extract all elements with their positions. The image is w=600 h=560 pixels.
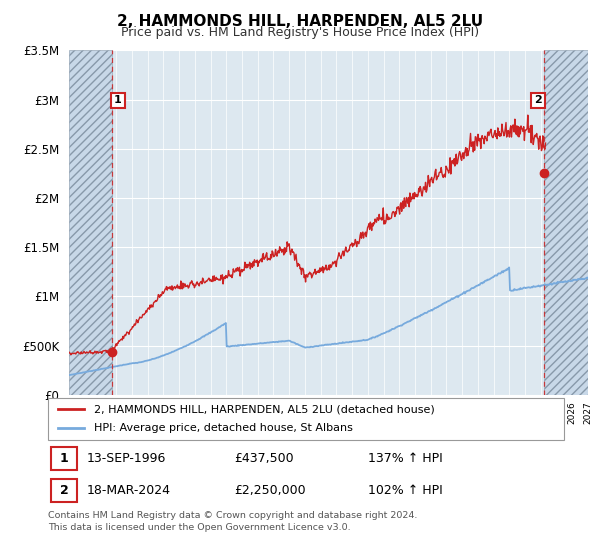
Bar bbox=[544, 50, 588, 395]
Text: 102% ↑ HPI: 102% ↑ HPI bbox=[368, 484, 443, 497]
Text: £437,500: £437,500 bbox=[234, 452, 293, 465]
Text: 137% ↑ HPI: 137% ↑ HPI bbox=[368, 452, 443, 465]
Text: 2, HAMMONDS HILL, HARPENDEN, AL5 2LU (detached house): 2, HAMMONDS HILL, HARPENDEN, AL5 2LU (de… bbox=[94, 404, 435, 414]
Text: 13-SEP-1996: 13-SEP-1996 bbox=[86, 452, 166, 465]
Text: HPI: Average price, detached house, St Albans: HPI: Average price, detached house, St A… bbox=[94, 423, 353, 433]
Bar bbox=[50, 479, 77, 502]
Text: 18-MAR-2024: 18-MAR-2024 bbox=[86, 484, 170, 497]
Bar bbox=[50, 447, 77, 470]
Text: 1: 1 bbox=[59, 452, 68, 465]
Text: Contains HM Land Registry data © Crown copyright and database right 2024.
This d: Contains HM Land Registry data © Crown c… bbox=[48, 511, 418, 531]
Text: 2, HAMMONDS HILL, HARPENDEN, AL5 2LU: 2, HAMMONDS HILL, HARPENDEN, AL5 2LU bbox=[117, 14, 483, 29]
Text: 2: 2 bbox=[534, 95, 542, 105]
Text: Price paid vs. HM Land Registry's House Price Index (HPI): Price paid vs. HM Land Registry's House … bbox=[121, 26, 479, 39]
Text: 2: 2 bbox=[59, 484, 68, 497]
Text: 1: 1 bbox=[114, 95, 122, 105]
Bar bbox=[69, 50, 112, 395]
Text: £2,250,000: £2,250,000 bbox=[234, 484, 305, 497]
